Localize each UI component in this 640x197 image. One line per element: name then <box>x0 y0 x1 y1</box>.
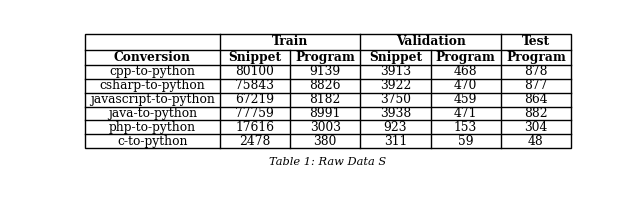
Text: 3750: 3750 <box>380 93 411 106</box>
Text: javascript-to-python: javascript-to-python <box>90 93 215 106</box>
Text: 9139: 9139 <box>310 65 340 78</box>
Text: Test: Test <box>522 35 550 48</box>
Text: 470: 470 <box>454 79 477 92</box>
Text: 3922: 3922 <box>380 79 411 92</box>
Text: 2478: 2478 <box>239 135 271 148</box>
Text: Program: Program <box>295 51 355 64</box>
Text: Train: Train <box>272 35 308 48</box>
Text: 311: 311 <box>384 135 407 148</box>
Text: cpp-to-python: cpp-to-python <box>109 65 195 78</box>
Text: 471: 471 <box>454 107 477 120</box>
Text: 77759: 77759 <box>236 107 275 120</box>
Bar <box>85 34 571 148</box>
Text: 3913: 3913 <box>380 65 411 78</box>
Text: 48: 48 <box>528 135 544 148</box>
Text: java-to-python: java-to-python <box>108 107 197 120</box>
Text: 923: 923 <box>383 121 407 134</box>
Text: 8182: 8182 <box>310 93 341 106</box>
Text: Table 1: Raw Data S: Table 1: Raw Data S <box>269 157 387 167</box>
Text: Conversion: Conversion <box>114 51 191 64</box>
Text: 8991: 8991 <box>310 107 341 120</box>
Text: 17616: 17616 <box>236 121 275 134</box>
Text: 3938: 3938 <box>380 107 411 120</box>
Text: c-to-python: c-to-python <box>117 135 188 148</box>
Text: 864: 864 <box>524 93 548 106</box>
Text: 80100: 80100 <box>236 65 275 78</box>
Text: Snippet: Snippet <box>228 51 282 64</box>
Text: php-to-python: php-to-python <box>109 121 196 134</box>
Text: Snippet: Snippet <box>369 51 422 64</box>
Text: 882: 882 <box>524 107 548 120</box>
Text: 304: 304 <box>524 121 548 134</box>
Text: 468: 468 <box>454 65 477 78</box>
Text: 8826: 8826 <box>309 79 341 92</box>
Text: 380: 380 <box>314 135 337 148</box>
Text: 59: 59 <box>458 135 474 148</box>
Text: 878: 878 <box>524 65 548 78</box>
Text: 67219: 67219 <box>236 93 275 106</box>
Text: 3003: 3003 <box>310 121 340 134</box>
Text: Program: Program <box>436 51 495 64</box>
Text: 153: 153 <box>454 121 477 134</box>
Text: Validation: Validation <box>396 35 465 48</box>
Text: Program: Program <box>506 51 566 64</box>
Text: csharp-to-python: csharp-to-python <box>99 79 205 92</box>
Text: 877: 877 <box>524 79 548 92</box>
Text: 75843: 75843 <box>236 79 275 92</box>
Text: 459: 459 <box>454 93 477 106</box>
